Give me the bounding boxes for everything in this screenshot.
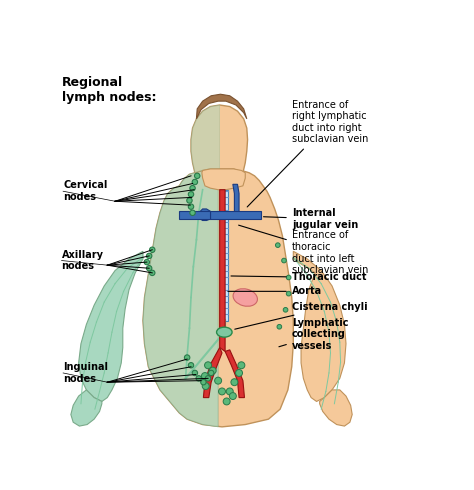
- Circle shape: [223, 398, 230, 405]
- Circle shape: [209, 367, 216, 374]
- Ellipse shape: [217, 327, 232, 337]
- Text: Thoracic duct: Thoracic duct: [231, 272, 366, 282]
- Text: Internal
jugular vein: Internal jugular vein: [264, 208, 358, 230]
- Polygon shape: [202, 169, 245, 190]
- Polygon shape: [71, 390, 102, 426]
- Circle shape: [149, 270, 155, 275]
- Polygon shape: [201, 209, 210, 221]
- Circle shape: [282, 258, 286, 263]
- Circle shape: [231, 379, 238, 386]
- Circle shape: [144, 259, 149, 265]
- Ellipse shape: [233, 289, 257, 306]
- Circle shape: [188, 204, 194, 209]
- Polygon shape: [196, 94, 247, 119]
- Circle shape: [219, 388, 226, 395]
- Circle shape: [226, 388, 233, 395]
- Text: Inguinal
nodes: Inguinal nodes: [63, 362, 108, 384]
- Polygon shape: [233, 184, 239, 217]
- Circle shape: [286, 275, 291, 280]
- Polygon shape: [143, 169, 293, 427]
- Circle shape: [209, 370, 214, 376]
- Circle shape: [286, 292, 291, 296]
- Circle shape: [215, 377, 222, 384]
- Text: Lymphatic
collecting
vessels: Lymphatic collecting vessels: [279, 318, 348, 351]
- Circle shape: [229, 392, 237, 399]
- Circle shape: [192, 179, 198, 185]
- Polygon shape: [225, 350, 245, 397]
- Polygon shape: [210, 211, 261, 219]
- Circle shape: [283, 308, 288, 312]
- Circle shape: [190, 210, 195, 216]
- Circle shape: [194, 173, 200, 178]
- Circle shape: [184, 355, 190, 360]
- Polygon shape: [224, 190, 228, 320]
- Circle shape: [188, 192, 194, 197]
- Circle shape: [277, 324, 282, 329]
- Text: Cervical
nodes: Cervical nodes: [63, 180, 108, 202]
- Circle shape: [275, 243, 280, 247]
- Circle shape: [201, 372, 209, 379]
- Circle shape: [146, 253, 152, 259]
- Polygon shape: [191, 105, 219, 173]
- Text: Regional
lymph nodes:: Regional lymph nodes:: [63, 76, 157, 104]
- Polygon shape: [203, 347, 222, 397]
- Polygon shape: [219, 190, 225, 351]
- Circle shape: [190, 185, 195, 191]
- Circle shape: [205, 376, 211, 381]
- Polygon shape: [143, 169, 218, 427]
- Polygon shape: [293, 251, 346, 401]
- Text: Aorta: Aorta: [228, 286, 322, 296]
- Circle shape: [201, 379, 206, 385]
- Circle shape: [205, 362, 211, 369]
- Circle shape: [202, 383, 209, 390]
- Circle shape: [238, 362, 245, 369]
- Text: Axillary
nodes: Axillary nodes: [62, 250, 104, 271]
- Polygon shape: [319, 390, 352, 426]
- Circle shape: [192, 370, 198, 376]
- Circle shape: [236, 369, 243, 376]
- Polygon shape: [191, 105, 247, 173]
- Circle shape: [187, 198, 192, 203]
- Polygon shape: [79, 251, 143, 401]
- Text: Entrance of
right lymphatic
duct into right
subclavian vein: Entrance of right lymphatic duct into ri…: [247, 99, 368, 207]
- Circle shape: [149, 247, 155, 252]
- Circle shape: [146, 266, 152, 271]
- Circle shape: [196, 376, 201, 381]
- Polygon shape: [179, 211, 210, 219]
- Text: Cisterna chyli: Cisterna chyli: [235, 302, 367, 329]
- Text: Entrance of
thoracic
duct into left
subclavian vein: Entrance of thoracic duct into left subc…: [238, 225, 368, 275]
- Circle shape: [188, 363, 194, 368]
